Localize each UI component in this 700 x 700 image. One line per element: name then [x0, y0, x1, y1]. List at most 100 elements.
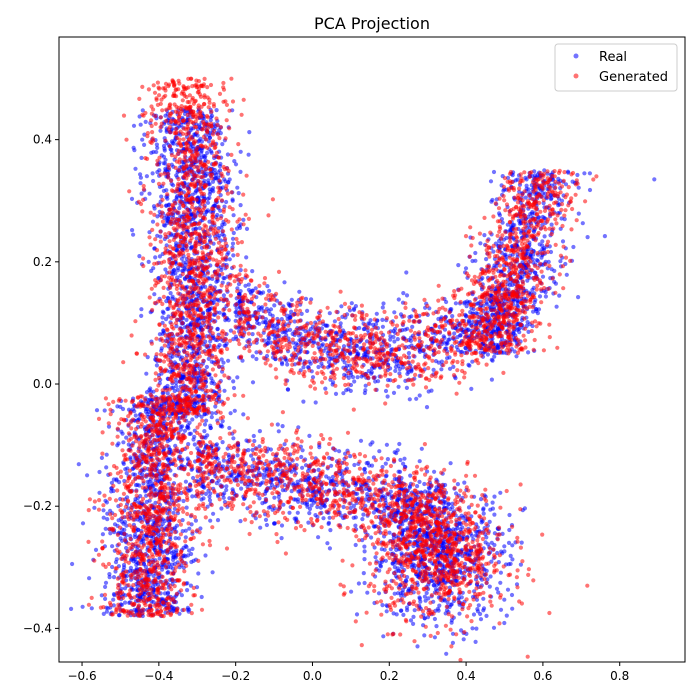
real-point [207, 195, 212, 200]
real-point [557, 293, 562, 298]
real-point [287, 510, 292, 515]
real-point [320, 342, 325, 347]
real-point [174, 195, 179, 200]
real-point [159, 346, 164, 351]
real-point [497, 213, 502, 218]
real-point [327, 311, 332, 316]
real-point [152, 206, 157, 211]
real-point [133, 413, 138, 418]
real-point [415, 484, 420, 489]
real-point [76, 462, 81, 467]
real-point [154, 149, 159, 155]
real-point [261, 290, 266, 295]
real-point [292, 516, 297, 521]
real-point [232, 159, 237, 164]
real-point [105, 517, 110, 522]
real-point [447, 337, 452, 342]
real-point [228, 328, 233, 333]
real-point [365, 492, 370, 497]
real-point [231, 379, 236, 384]
real-point [140, 108, 145, 113]
real-point [182, 428, 188, 433]
real-point [392, 310, 397, 315]
real-point [301, 365, 306, 370]
real-point [326, 520, 331, 525]
real-point [199, 155, 205, 160]
real-point [207, 135, 213, 140]
real-point [533, 270, 538, 275]
real-point [111, 575, 117, 580]
real-point [190, 417, 195, 422]
real-point [204, 418, 209, 423]
real-point [282, 280, 287, 285]
real-point [246, 448, 251, 453]
real-point [352, 462, 357, 468]
real-point [192, 442, 197, 447]
real-point [208, 518, 213, 523]
real-point [219, 267, 224, 273]
real-point [219, 506, 224, 511]
real-point [163, 267, 168, 272]
real-point [146, 259, 151, 264]
real-point [392, 339, 397, 344]
real-point [313, 513, 318, 518]
real-point [305, 502, 310, 507]
real-point [166, 306, 171, 311]
real-point [173, 536, 178, 541]
real-point [353, 515, 358, 520]
real-point [123, 467, 128, 472]
real-point [208, 115, 213, 120]
real-point [380, 324, 385, 329]
real-point [280, 362, 285, 367]
real-point [246, 287, 251, 292]
real-point [401, 291, 406, 296]
real-point [396, 469, 401, 474]
real-point [202, 422, 208, 427]
real-point [226, 358, 231, 363]
real-point [170, 296, 175, 301]
real-point [149, 150, 154, 155]
real-point [322, 504, 327, 509]
real-point [396, 384, 401, 389]
real-point [152, 292, 157, 297]
real-point [470, 258, 475, 264]
real-point [203, 435, 208, 440]
real-point [183, 528, 188, 533]
real-point [491, 249, 496, 254]
real-point [205, 150, 210, 155]
real-point [158, 234, 163, 239]
real-point [234, 306, 239, 311]
real-point [111, 477, 116, 482]
real-point [526, 350, 531, 355]
real-point [165, 216, 171, 221]
real-point [85, 473, 90, 478]
real-point [208, 118, 213, 123]
real-point [267, 336, 272, 341]
real-point [380, 305, 385, 310]
real-point [168, 565, 173, 570]
real-point [369, 463, 375, 468]
real-point [525, 278, 530, 283]
real-point [272, 303, 277, 308]
real-point [139, 191, 144, 196]
real-point [362, 390, 367, 396]
real-point [444, 299, 449, 305]
real-point [216, 226, 221, 231]
real-point [230, 197, 235, 202]
real-point [142, 142, 147, 147]
real-point [184, 317, 189, 322]
real-point [133, 166, 138, 171]
real-point [580, 221, 585, 226]
real-point [115, 404, 120, 409]
real-point [196, 571, 201, 576]
real-point [212, 381, 217, 386]
real-point [292, 345, 297, 350]
real-point [202, 429, 207, 434]
real-point [280, 424, 285, 429]
real-point [134, 562, 139, 568]
real-point [279, 536, 284, 541]
real-point [321, 516, 326, 521]
real-point [333, 391, 339, 396]
real-point [275, 422, 280, 427]
real-point [211, 511, 216, 516]
